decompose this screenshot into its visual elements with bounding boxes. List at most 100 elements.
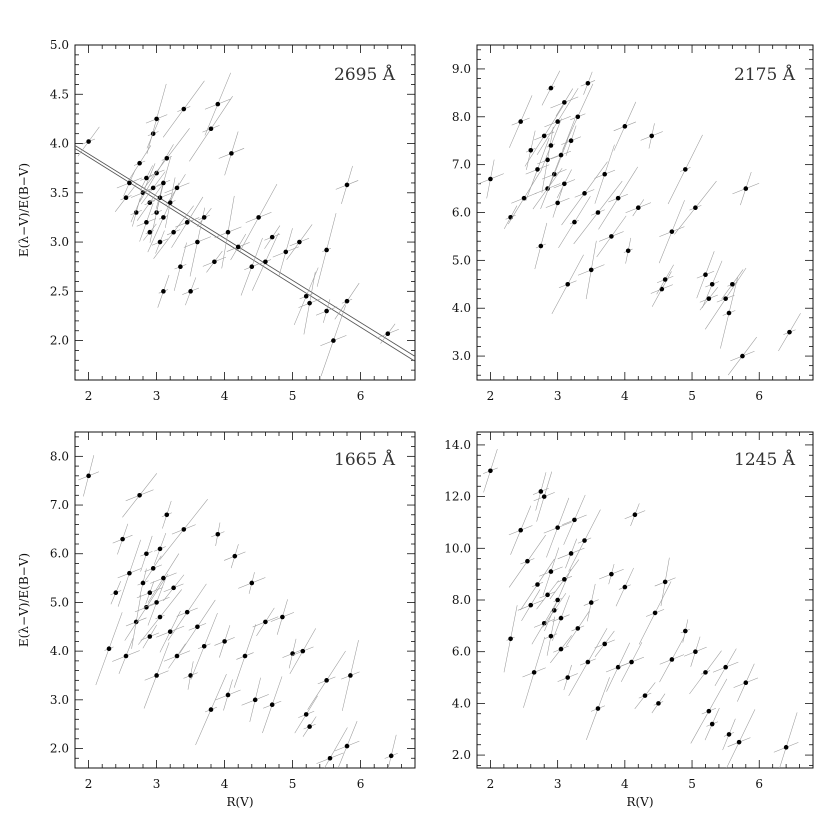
data-point <box>649 133 655 139</box>
data-point <box>528 602 534 608</box>
data-point <box>541 494 547 499</box>
data-point <box>518 527 523 533</box>
data-point <box>303 293 309 299</box>
data-point <box>188 289 193 294</box>
data-point <box>171 229 176 235</box>
data-point <box>632 512 638 518</box>
data-point <box>488 176 493 182</box>
panel-2695: 2695 Å E(λ−V)/E(B−V) 2 3 4 5 6 2.0 2.5 3.0 3.5 4.… <box>17 38 416 403</box>
data-point <box>150 185 156 191</box>
data-point <box>531 670 537 675</box>
data-point <box>787 329 792 335</box>
data-point <box>133 210 139 215</box>
y-tick-label: 3.0 <box>50 693 69 707</box>
fit-line <box>75 148 415 362</box>
data-point <box>602 641 607 647</box>
data-point <box>609 571 614 577</box>
panel-2175: 2175 Å 2 3 4 5 6 3.0 4.0 5.0 6.0 7.0 8.0 9.0 <box>452 44 814 403</box>
data-point <box>174 653 180 659</box>
data-point <box>164 512 170 518</box>
data-point <box>656 701 661 706</box>
data-point <box>307 724 312 729</box>
data-point <box>615 664 621 670</box>
data-point <box>585 80 591 86</box>
data-point <box>201 643 207 649</box>
data-marks <box>75 72 415 377</box>
data-point <box>538 243 544 249</box>
data-point <box>348 673 353 678</box>
x-tick-label: 4 <box>221 389 229 403</box>
y-tick-label: 12.0 <box>444 490 471 504</box>
data-point <box>161 180 166 186</box>
data-point <box>572 517 577 523</box>
y-tick-label: 6.0 <box>452 645 471 659</box>
x-tick-label: 4 <box>621 389 629 403</box>
data-point <box>723 664 728 670</box>
y-axis-label: E(λ−V)/E(B−V) <box>17 553 31 647</box>
data-point <box>541 620 547 626</box>
data-point <box>225 229 231 235</box>
data-point <box>232 553 238 559</box>
data-point <box>588 600 594 605</box>
data-point <box>572 219 577 225</box>
data-point <box>783 745 789 750</box>
data-point <box>263 619 268 625</box>
data-point <box>562 181 567 187</box>
data-point <box>548 633 554 639</box>
data-point <box>154 170 159 176</box>
data-point <box>208 126 214 132</box>
data-point <box>120 536 125 542</box>
data-point <box>161 289 166 294</box>
data-point <box>331 338 336 343</box>
data-point <box>113 590 119 595</box>
data-point <box>235 244 241 250</box>
data-point <box>215 101 221 107</box>
y-tick-label: 3.5 <box>50 186 69 200</box>
data-point <box>249 264 255 269</box>
data-point <box>693 205 698 211</box>
data-point <box>565 675 571 680</box>
data-point <box>736 739 742 745</box>
data-point <box>303 712 309 717</box>
data-point <box>324 308 329 314</box>
data-point <box>625 248 631 254</box>
y-tick-label: 10.0 <box>444 541 471 555</box>
data-point <box>508 636 513 642</box>
data-point <box>229 151 234 156</box>
x-tick-label: 2 <box>85 389 93 403</box>
data-point <box>147 229 153 235</box>
data-point <box>388 753 394 759</box>
y-tick-label: 2.0 <box>50 334 69 348</box>
data-point <box>86 139 91 144</box>
y-tick-label: 5.0 <box>50 38 69 52</box>
data-point <box>615 195 621 201</box>
data-point <box>171 585 176 591</box>
data-point <box>157 195 163 201</box>
data-point <box>184 220 190 225</box>
x-tick-label: 5 <box>688 777 696 791</box>
x-tick-label: 3 <box>554 777 562 791</box>
data-point <box>629 659 634 665</box>
data-point <box>652 610 658 616</box>
data-point <box>565 281 571 287</box>
data-point <box>538 489 544 494</box>
x-axis-label: R(V) <box>626 795 653 809</box>
data-point <box>344 182 350 188</box>
y-tick-label: 4.0 <box>50 137 69 151</box>
data-point <box>181 527 187 532</box>
data-point <box>662 277 668 282</box>
panel-annotation: 1665 Å <box>334 449 396 470</box>
data-point <box>555 525 560 530</box>
data-marks <box>483 448 799 768</box>
data-point <box>127 570 132 576</box>
data-point <box>662 579 668 585</box>
data-point <box>703 272 708 278</box>
x-tick-label: 4 <box>621 777 629 791</box>
plot-frame <box>74 431 416 769</box>
data-point <box>327 755 333 761</box>
x-tick-label: 6 <box>357 389 365 403</box>
data-point <box>693 649 698 654</box>
data-marks <box>477 70 801 376</box>
x-tick-label: 5 <box>688 389 696 403</box>
x-tick-label: 6 <box>755 389 763 403</box>
